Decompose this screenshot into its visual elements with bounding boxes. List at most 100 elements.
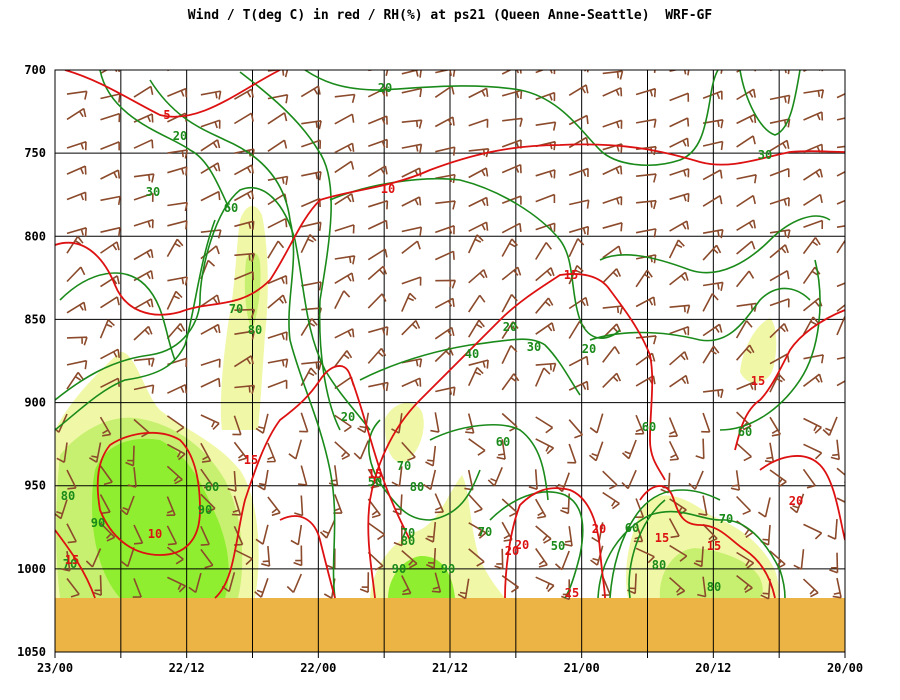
- wind-barb: [100, 93, 121, 103]
- wind-barb: [166, 415, 185, 433]
- wind-barb: [434, 85, 455, 98]
- wind-barb: [288, 439, 303, 460]
- wind-barb: [66, 165, 87, 175]
- wind-barb: [233, 441, 248, 462]
- wind-barb: [367, 522, 386, 541]
- rh-contour-line: [99, 70, 231, 211]
- wind-barb: [535, 548, 548, 568]
- wind-barb: [66, 371, 84, 390]
- wind-barb: [100, 348, 120, 360]
- wind-barb: [789, 493, 805, 514]
- temperature-contour-label: 15: [655, 531, 669, 545]
- wind-barb: [425, 548, 437, 569]
- wind-barb: [367, 219, 388, 230]
- wind-barb: [568, 380, 589, 391]
- wind-barb: [233, 355, 254, 368]
- wind-barb: [401, 549, 418, 569]
- wind-barb: [100, 169, 121, 180]
- wind-barb: [736, 194, 756, 208]
- wind-barb: [698, 495, 708, 516]
- wind-barb: [736, 442, 752, 462]
- wind-barb: [836, 199, 845, 205]
- wind-barb: [423, 469, 437, 491]
- wind-barb: [621, 439, 637, 460]
- wind-barb: [803, 417, 822, 434]
- wind-barb: [836, 497, 845, 503]
- wind-barb: [635, 228, 657, 238]
- wind-barb: [836, 356, 845, 360]
- rh-contour-line: [55, 187, 371, 431]
- wind-barb: [100, 275, 120, 288]
- y-tick-label: 800: [24, 229, 46, 243]
- wind-barb: [501, 345, 518, 364]
- rh-contour-label: 70: [719, 512, 733, 526]
- wind-barb: [166, 238, 184, 257]
- rh-contour-label: 70: [401, 526, 415, 540]
- wind-barb: [769, 416, 781, 437]
- wind-barb: [66, 235, 84, 254]
- wind-barb: [431, 572, 442, 593]
- wind-barb: [234, 252, 256, 263]
- wind-barb: [267, 379, 288, 389]
- rh-contour-label: 50: [368, 475, 382, 489]
- wind-barb: [736, 113, 757, 125]
- wind-barb: [100, 296, 120, 309]
- wind-barb: [133, 298, 154, 310]
- wind-barb: [602, 222, 623, 232]
- wind-barb: [66, 336, 88, 346]
- wind-barb: [669, 351, 689, 366]
- wind-barb: [100, 70, 120, 75]
- wind-barb: [434, 326, 455, 340]
- wind-barb: [836, 282, 845, 288]
- rh-contour-label: 30: [527, 340, 541, 354]
- rh-contour-line: [149, 79, 336, 599]
- wind-barb: [769, 94, 791, 104]
- wind-barb: [802, 316, 820, 335]
- wind-barb: [200, 548, 214, 569]
- wind-barb: [702, 345, 720, 364]
- wind-barb: [200, 245, 220, 260]
- temp-contour-line: [367, 273, 666, 599]
- wind-barb: [669, 544, 688, 562]
- wind-barb: [167, 87, 187, 98]
- wind-barb: [120, 547, 135, 568]
- wind-barb: [201, 60, 220, 70]
- rh-contour-line: [359, 338, 581, 396]
- rh-contour-label: 80: [652, 558, 666, 572]
- wind-barb: [602, 119, 623, 129]
- rh-70-fill-mid: [384, 402, 424, 463]
- wind-barb: [430, 412, 440, 433]
- wind-barb: [232, 415, 242, 436]
- wind-barb: [233, 112, 254, 125]
- wind-barb: [200, 468, 214, 489]
- wind-barb: [554, 550, 570, 571]
- wind-barb: [66, 191, 87, 201]
- wind-barb: [669, 304, 691, 314]
- wind-barb: [757, 497, 771, 518]
- wind-barb: [391, 466, 403, 487]
- wind-barb: [568, 225, 590, 236]
- temp-contour-line: [734, 309, 845, 451]
- wind-barb: [125, 445, 135, 467]
- wind-barb: [636, 70, 656, 73]
- wind-barb: [99, 416, 112, 437]
- wind-barb: [621, 469, 637, 490]
- wind-barb: [827, 519, 838, 540]
- wind-barb: [401, 240, 421, 255]
- rh-contour-label: 20: [582, 342, 596, 356]
- wind-barb: [367, 165, 388, 178]
- wind-barb: [167, 276, 188, 286]
- wind-barb: [736, 574, 753, 593]
- wind-barb: [702, 228, 724, 239]
- wind-barb: [501, 163, 522, 174]
- wind-barb: [66, 90, 88, 100]
- wind-barb: [802, 468, 816, 489]
- rh-80-fill-right: [659, 548, 763, 598]
- wind-barb: [100, 226, 121, 237]
- wind-barb: [133, 357, 155, 367]
- wind-barb: [393, 525, 403, 547]
- wind-barb: [793, 549, 805, 570]
- wind-barb: [100, 241, 120, 254]
- wind-barb: [730, 470, 741, 491]
- wind-barb: [367, 293, 387, 309]
